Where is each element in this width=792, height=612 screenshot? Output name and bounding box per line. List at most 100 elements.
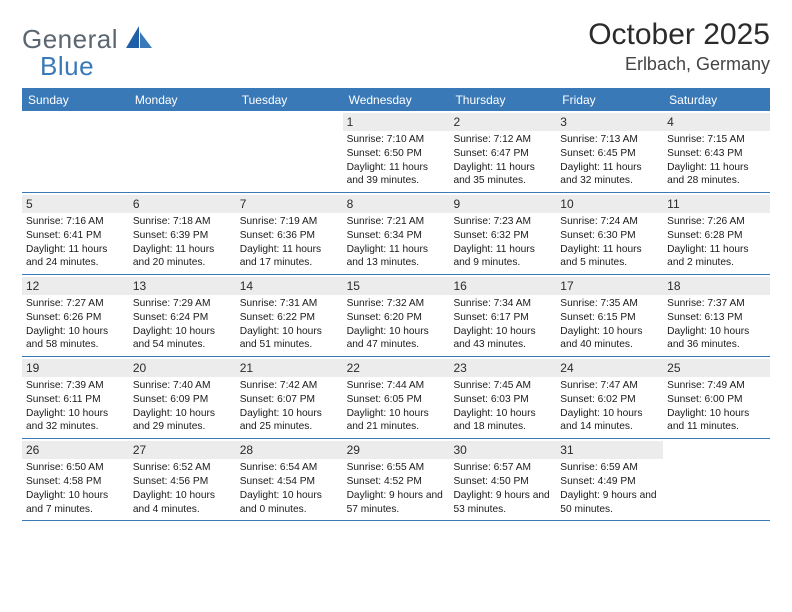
day-number: 17 bbox=[556, 277, 663, 295]
day-number: 23 bbox=[449, 359, 556, 377]
day-number: 2 bbox=[449, 113, 556, 131]
day-sunset: Sunset: 6:09 PM bbox=[133, 393, 232, 407]
logo-text-block: General Blue bbox=[22, 24, 152, 82]
day-sunrise: Sunrise: 7:12 AM bbox=[453, 133, 552, 147]
day-daylight: Daylight: 11 hours and 13 minutes. bbox=[347, 243, 446, 271]
day-sunset: Sunset: 6:22 PM bbox=[240, 311, 339, 325]
day-sunset: Sunset: 4:49 PM bbox=[560, 475, 659, 489]
day-daylight: Daylight: 10 hours and 58 minutes. bbox=[26, 325, 125, 353]
days-of-week-row: Sunday Monday Tuesday Wednesday Thursday… bbox=[22, 89, 770, 111]
day-number: 7 bbox=[236, 195, 343, 213]
day-daylight: Daylight: 10 hours and 7 minutes. bbox=[26, 489, 125, 517]
day-cell: 16Sunrise: 7:34 AMSunset: 6:17 PMDayligh… bbox=[449, 275, 556, 356]
day-daylight: Daylight: 11 hours and 24 minutes. bbox=[26, 243, 125, 271]
week-row: 1Sunrise: 7:10 AMSunset: 6:50 PMDaylight… bbox=[22, 111, 770, 193]
day-cell: 21Sunrise: 7:42 AMSunset: 6:07 PMDayligh… bbox=[236, 357, 343, 438]
day-sunrise: Sunrise: 7:39 AM bbox=[26, 379, 125, 393]
day-number: 12 bbox=[22, 277, 129, 295]
day-daylight: Daylight: 11 hours and 35 minutes. bbox=[453, 161, 552, 189]
day-sunset: Sunset: 6:15 PM bbox=[560, 311, 659, 325]
day-number: 15 bbox=[343, 277, 450, 295]
day-sunrise: Sunrise: 6:52 AM bbox=[133, 461, 232, 475]
day-sunrise: Sunrise: 6:54 AM bbox=[240, 461, 339, 475]
day-number: 9 bbox=[449, 195, 556, 213]
week-row: 19Sunrise: 7:39 AMSunset: 6:11 PMDayligh… bbox=[22, 357, 770, 439]
day-daylight: Daylight: 11 hours and 2 minutes. bbox=[667, 243, 766, 271]
day-sunset: Sunset: 6:13 PM bbox=[667, 311, 766, 325]
day-cell: 30Sunrise: 6:57 AMSunset: 4:50 PMDayligh… bbox=[449, 439, 556, 520]
title-block: October 2025 Erlbach, Germany bbox=[588, 18, 770, 75]
day-sunset: Sunset: 6:43 PM bbox=[667, 147, 766, 161]
day-daylight: Daylight: 11 hours and 9 minutes. bbox=[453, 243, 552, 271]
logo-text-general: General bbox=[22, 24, 118, 54]
day-sunset: Sunset: 6:24 PM bbox=[133, 311, 232, 325]
day-sunset: Sunset: 6:11 PM bbox=[26, 393, 125, 407]
day-cell: 28Sunrise: 6:54 AMSunset: 4:54 PMDayligh… bbox=[236, 439, 343, 520]
day-sunset: Sunset: 4:58 PM bbox=[26, 475, 125, 489]
day-sunset: Sunset: 6:05 PM bbox=[347, 393, 446, 407]
day-sunset: Sunset: 6:20 PM bbox=[347, 311, 446, 325]
day-cell bbox=[22, 111, 129, 192]
day-number: 22 bbox=[343, 359, 450, 377]
day-cell: 25Sunrise: 7:49 AMSunset: 6:00 PMDayligh… bbox=[663, 357, 770, 438]
week-row: 12Sunrise: 7:27 AMSunset: 6:26 PMDayligh… bbox=[22, 275, 770, 357]
day-cell: 4Sunrise: 7:15 AMSunset: 6:43 PMDaylight… bbox=[663, 111, 770, 192]
month-title: October 2025 bbox=[588, 18, 770, 52]
day-cell: 9Sunrise: 7:23 AMSunset: 6:32 PMDaylight… bbox=[449, 193, 556, 274]
day-sunset: Sunset: 6:50 PM bbox=[347, 147, 446, 161]
day-daylight: Daylight: 11 hours and 17 minutes. bbox=[240, 243, 339, 271]
day-daylight: Daylight: 10 hours and 4 minutes. bbox=[133, 489, 232, 517]
day-sunrise: Sunrise: 7:29 AM bbox=[133, 297, 232, 311]
day-number: 13 bbox=[129, 277, 236, 295]
day-sunrise: Sunrise: 7:24 AM bbox=[560, 215, 659, 229]
dow-sunday: Sunday bbox=[22, 89, 129, 111]
day-daylight: Daylight: 10 hours and 36 minutes. bbox=[667, 325, 766, 353]
day-sunset: Sunset: 6:07 PM bbox=[240, 393, 339, 407]
day-sunrise: Sunrise: 7:47 AM bbox=[560, 379, 659, 393]
day-daylight: Daylight: 10 hours and 0 minutes. bbox=[240, 489, 339, 517]
dow-thursday: Thursday bbox=[449, 89, 556, 111]
day-sunrise: Sunrise: 7:15 AM bbox=[667, 133, 766, 147]
day-cell: 24Sunrise: 7:47 AMSunset: 6:02 PMDayligh… bbox=[556, 357, 663, 438]
day-sunset: Sunset: 6:32 PM bbox=[453, 229, 552, 243]
day-daylight: Daylight: 10 hours and 51 minutes. bbox=[240, 325, 339, 353]
day-number: 27 bbox=[129, 441, 236, 459]
day-cell bbox=[129, 111, 236, 192]
day-sunrise: Sunrise: 7:27 AM bbox=[26, 297, 125, 311]
day-sunrise: Sunrise: 7:40 AM bbox=[133, 379, 232, 393]
day-daylight: Daylight: 10 hours and 11 minutes. bbox=[667, 407, 766, 435]
day-cell: 2Sunrise: 7:12 AMSunset: 6:47 PMDaylight… bbox=[449, 111, 556, 192]
day-cell: 26Sunrise: 6:50 AMSunset: 4:58 PMDayligh… bbox=[22, 439, 129, 520]
day-daylight: Daylight: 10 hours and 43 minutes. bbox=[453, 325, 552, 353]
day-sunset: Sunset: 6:39 PM bbox=[133, 229, 232, 243]
day-sunset: Sunset: 4:50 PM bbox=[453, 475, 552, 489]
day-number: 30 bbox=[449, 441, 556, 459]
day-daylight: Daylight: 10 hours and 21 minutes. bbox=[347, 407, 446, 435]
day-daylight: Daylight: 11 hours and 39 minutes. bbox=[347, 161, 446, 189]
day-number: 10 bbox=[556, 195, 663, 213]
day-sunrise: Sunrise: 7:44 AM bbox=[347, 379, 446, 393]
day-number: 21 bbox=[236, 359, 343, 377]
location: Erlbach, Germany bbox=[588, 54, 770, 75]
day-daylight: Daylight: 10 hours and 25 minutes. bbox=[240, 407, 339, 435]
day-number: 28 bbox=[236, 441, 343, 459]
day-daylight: Daylight: 11 hours and 20 minutes. bbox=[133, 243, 232, 271]
day-cell: 17Sunrise: 7:35 AMSunset: 6:15 PMDayligh… bbox=[556, 275, 663, 356]
day-number: 31 bbox=[556, 441, 663, 459]
day-sunrise: Sunrise: 6:55 AM bbox=[347, 461, 446, 475]
week-row: 5Sunrise: 7:16 AMSunset: 6:41 PMDaylight… bbox=[22, 193, 770, 275]
day-number: 5 bbox=[22, 195, 129, 213]
day-daylight: Daylight: 10 hours and 40 minutes. bbox=[560, 325, 659, 353]
day-cell: 18Sunrise: 7:37 AMSunset: 6:13 PMDayligh… bbox=[663, 275, 770, 356]
day-sunrise: Sunrise: 7:45 AM bbox=[453, 379, 552, 393]
day-daylight: Daylight: 11 hours and 28 minutes. bbox=[667, 161, 766, 189]
day-sunset: Sunset: 6:36 PM bbox=[240, 229, 339, 243]
day-cell: 23Sunrise: 7:45 AMSunset: 6:03 PMDayligh… bbox=[449, 357, 556, 438]
day-sunset: Sunset: 4:56 PM bbox=[133, 475, 232, 489]
day-daylight: Daylight: 10 hours and 14 minutes. bbox=[560, 407, 659, 435]
day-cell: 1Sunrise: 7:10 AMSunset: 6:50 PMDaylight… bbox=[343, 111, 450, 192]
day-cell: 31Sunrise: 6:59 AMSunset: 4:49 PMDayligh… bbox=[556, 439, 663, 520]
day-cell: 7Sunrise: 7:19 AMSunset: 6:36 PMDaylight… bbox=[236, 193, 343, 274]
day-sunrise: Sunrise: 7:21 AM bbox=[347, 215, 446, 229]
dow-tuesday: Tuesday bbox=[236, 89, 343, 111]
